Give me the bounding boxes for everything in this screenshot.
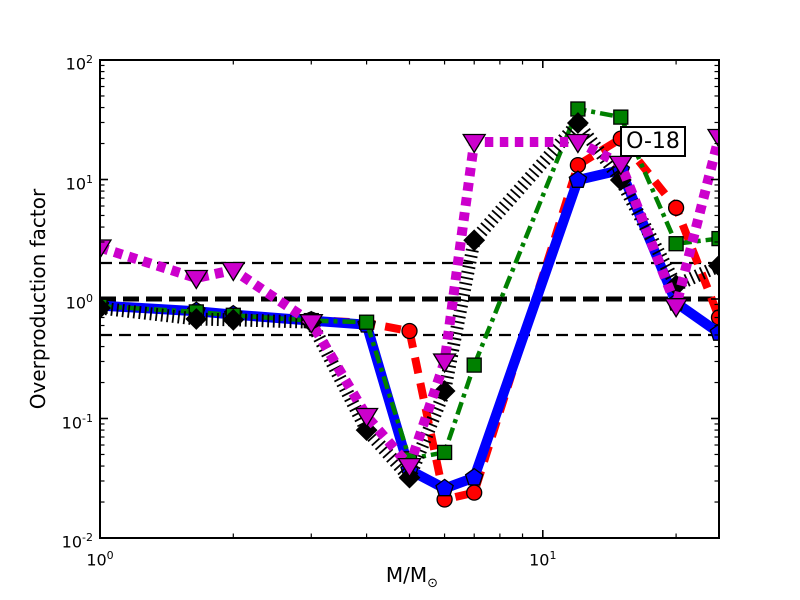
data-point-triangle [565, 133, 591, 154]
data-point-pentagon [568, 170, 588, 188]
data-point-triangle [663, 298, 689, 318]
data-point-circle [401, 322, 418, 340]
y-tick-label: 10-1 [61, 411, 93, 432]
data-point-pentagon [435, 478, 454, 497]
x-axis-label: M/M⊙ [386, 563, 438, 591]
x-tick-label: 101 [529, 549, 557, 570]
y-tick-label: 102 [65, 53, 93, 74]
data-point-diamond [185, 308, 208, 330]
data-point-square [668, 236, 684, 252]
data-point-triangle [462, 133, 487, 154]
data-point-triangle [354, 407, 379, 428]
y-tick-label: 101 [65, 172, 93, 193]
data-point-pentagon [464, 467, 484, 486]
x-axis-label-text: M/M [385, 563, 428, 587]
data-point-triangle [221, 261, 246, 282]
data-point-diamond [100, 297, 111, 319]
data-point-pentagon [709, 323, 719, 341]
data-point-diamond [222, 308, 245, 331]
x-tick-label: 100 [86, 549, 114, 570]
data-point-square [436, 444, 453, 461]
series-line-black-hatched-diamonds [100, 116, 719, 485]
data-point-diamond [566, 112, 589, 134]
data-point-circle [466, 484, 483, 501]
data-point-diamond [708, 254, 719, 277]
data-point-diamond [433, 380, 456, 402]
data-point-square [613, 109, 629, 125]
y-tick-label: 100 [65, 292, 93, 313]
sun-symbol: ⊙ [427, 576, 439, 591]
data-point-triangle [432, 353, 457, 374]
isotope-annotation: O-18 [620, 126, 686, 157]
data-point-triangle [299, 314, 324, 334]
data-point-triangle [100, 239, 113, 260]
data-point-square [358, 314, 375, 330]
data-point-circle [667, 199, 685, 216]
data-point-diamond [463, 229, 486, 252]
data-layer [100, 101, 719, 508]
data-point-square [711, 230, 719, 247]
data-point-square [466, 357, 482, 373]
y-tick-label: 10-2 [61, 531, 93, 552]
data-point-triangle [397, 457, 422, 478]
series-line-magenta-dotted-triangles [100, 135, 719, 472]
data-point-triangle [184, 269, 209, 290]
